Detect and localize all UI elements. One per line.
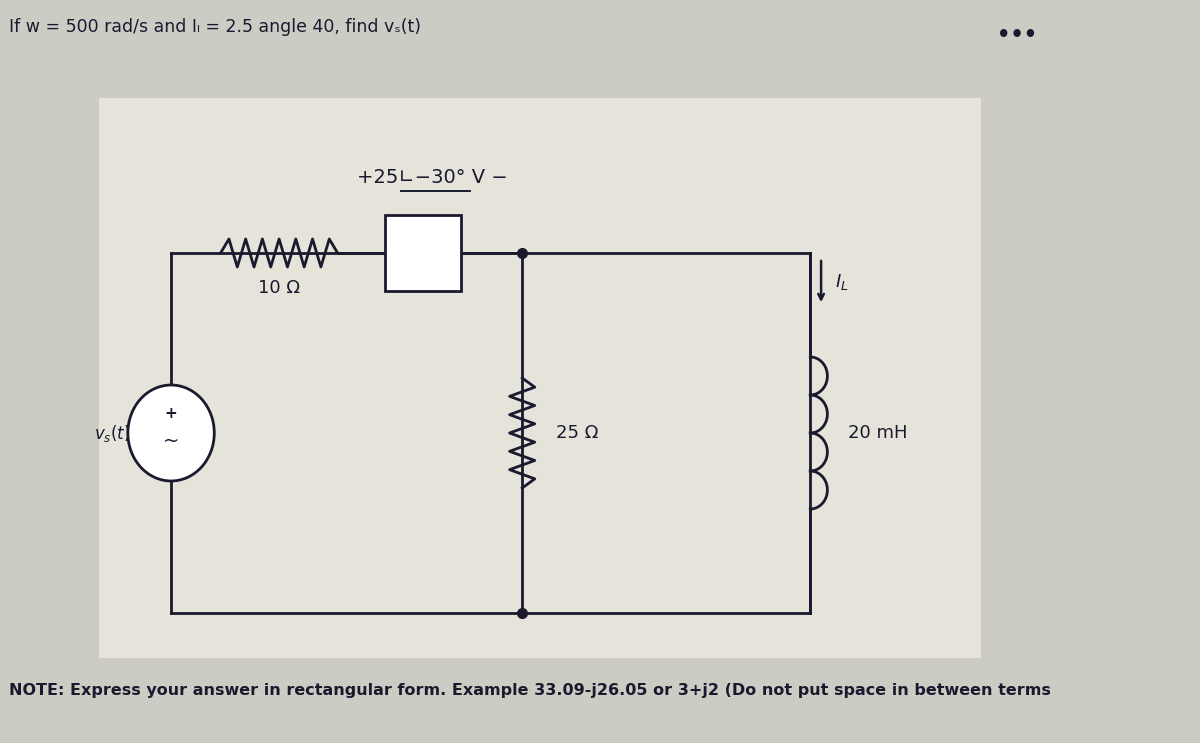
FancyBboxPatch shape — [385, 215, 461, 291]
Text: 25 Ω: 25 Ω — [557, 424, 599, 442]
Text: 10 Ω: 10 Ω — [258, 279, 300, 297]
Circle shape — [128, 385, 215, 481]
FancyBboxPatch shape — [100, 98, 982, 658]
Text: 20 mH: 20 mH — [848, 424, 907, 442]
Text: •••: ••• — [997, 25, 1038, 45]
Text: +: + — [164, 406, 178, 421]
Text: ~: ~ — [163, 432, 179, 450]
Text: If w = 500 rad/s and Iₗ = 2.5 angle 40, find vₛ(t): If w = 500 rad/s and Iₗ = 2.5 angle 40, … — [10, 18, 421, 36]
Text: NOTE: Express your answer in rectangular form. Example 33.09-j26.05 or 3+j2 (Do : NOTE: Express your answer in rectangular… — [10, 684, 1051, 698]
Text: $I_L$: $I_L$ — [834, 271, 848, 291]
Text: $v_s(t)$: $v_s(t)$ — [95, 423, 131, 444]
Text: +25∟−30° V −: +25∟−30° V − — [356, 168, 508, 187]
